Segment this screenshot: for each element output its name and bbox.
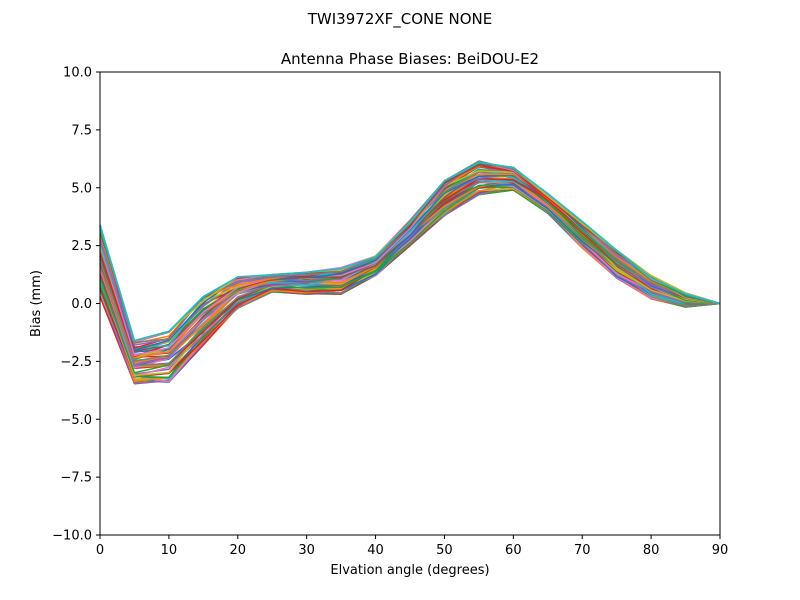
y-tick-label: −7.5 — [60, 471, 92, 486]
x-axis-ticks: 0 10 20 30 40 50 60 70 80 90 — [96, 535, 728, 558]
x-tick-label: 10 — [161, 543, 178, 558]
x-tick-label: 40 — [367, 543, 384, 558]
x-tick-label: 60 — [505, 543, 522, 558]
y-tick-label: 2.5 — [71, 239, 92, 254]
y-tick-label: 0.0 — [71, 297, 92, 312]
chart-suptitle: TWI3972XF_CONE NONE — [307, 10, 492, 29]
series-line — [99, 184, 721, 384]
chart-title: Antenna Phase Biases: BeiDOU-E2 — [281, 50, 539, 68]
series-layer — [99, 160, 721, 385]
y-tick-label: 10.0 — [63, 66, 92, 81]
series-line — [99, 161, 721, 342]
x-tick-label: 0 — [96, 543, 104, 558]
x-tick-label: 30 — [298, 543, 315, 558]
y-axis-ticks: −10.0 −7.5 −5.0 −2.5 0.0 2.5 5.0 7.5 10.0 — [52, 66, 100, 544]
x-axis-label: Elvation angle (degrees) — [330, 563, 489, 578]
x-tick-label: 70 — [574, 543, 591, 558]
y-tick-label: −2.5 — [60, 355, 92, 370]
x-tick-label: 80 — [643, 543, 660, 558]
y-tick-label: 7.5 — [71, 123, 92, 138]
x-tick-label: 20 — [230, 543, 247, 558]
y-axis-label: Bias (mm) — [29, 270, 44, 337]
x-tick-label: 50 — [436, 543, 453, 558]
y-tick-label: −10.0 — [52, 529, 92, 544]
y-tick-label: 5.0 — [71, 181, 92, 196]
plot-frame — [99, 71, 721, 536]
x-tick-label: 90 — [712, 543, 729, 558]
y-tick-label: −5.0 — [60, 413, 92, 428]
